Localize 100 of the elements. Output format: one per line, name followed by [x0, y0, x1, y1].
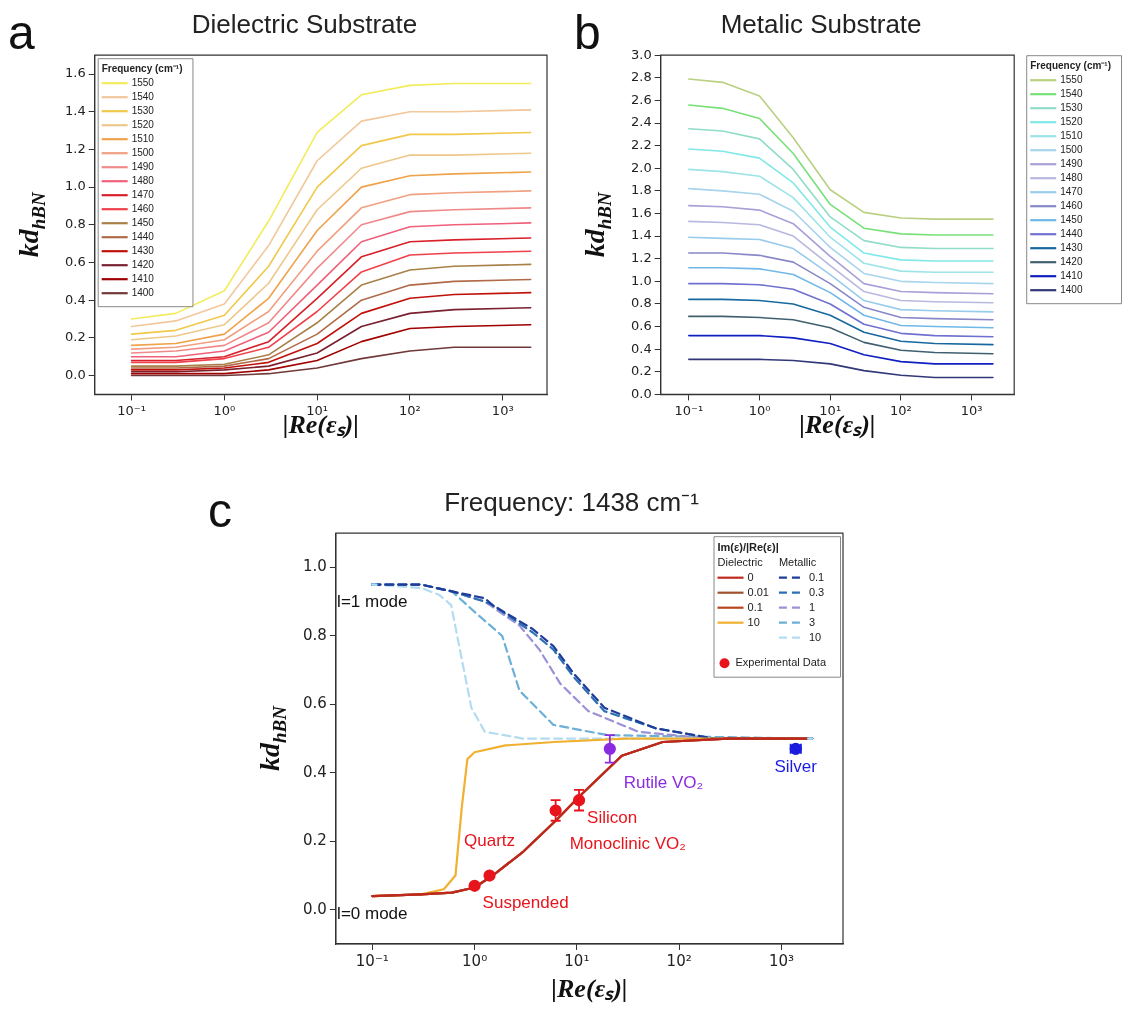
legend-label: 1490 [1060, 157, 1083, 169]
legend-label: 1 [808, 600, 816, 613]
legend-label: 1510 [1060, 129, 1083, 141]
legend-label: 1540 [131, 90, 155, 102]
x-tick-label: 10³ [768, 951, 794, 970]
y-tick-label: 1.6 [64, 65, 86, 81]
y-tick-label: 0.8 [303, 625, 327, 644]
legend-label: 1470 [1060, 185, 1083, 197]
legend-label: 1530 [1060, 101, 1083, 113]
legend-label: 0.3 [808, 585, 825, 598]
x-tick-label: 10⁰ [748, 402, 771, 418]
x-tick-label: 10³ [491, 402, 514, 418]
legend-label: 1440 [1060, 227, 1083, 239]
y-tick-label: 0.2 [64, 329, 86, 345]
y-tick-label: 3.0 [630, 46, 652, 62]
annotation: l=1 mode [337, 592, 408, 612]
annotation: Quartz [464, 831, 516, 851]
legend-title: Frequency (cm⁻¹) [1030, 59, 1111, 71]
annotation: Suspended [482, 893, 569, 913]
y-tick-label: 2.0 [630, 159, 652, 175]
legend-label: 1410 [1060, 269, 1083, 281]
legend-label: 1500 [1060, 143, 1083, 155]
y-tick-label: 0.0 [303, 899, 327, 918]
y-tick-label: 0.4 [303, 762, 327, 781]
x-tick-label: 10² [399, 402, 421, 418]
legend-label: 1430 [1060, 241, 1083, 253]
y-tick-label: 2.8 [630, 69, 652, 85]
legend-label: 1460 [131, 202, 155, 214]
y-tick-label: 1.2 [630, 250, 652, 266]
legend-label: 1460 [1060, 199, 1083, 211]
chart-title: Frequency: 1438 cm⁻¹ [444, 486, 700, 517]
x-tick-label: 10² [666, 951, 692, 970]
x-tick-label: 10⁻¹ [355, 951, 389, 970]
y-tick-label: 0.4 [630, 340, 652, 356]
chart-title: Dielectric Substrate [191, 8, 418, 39]
legend-label: 1400 [131, 286, 155, 298]
text: a [8, 6, 35, 60]
legend-label: 1550 [1060, 73, 1083, 85]
legend-label: 1550 [131, 76, 155, 88]
legend-label: Experimental Data [735, 656, 827, 669]
x-tick-label: 10³ [960, 402, 983, 418]
legend-label: 1420 [1060, 255, 1083, 267]
legend-label: 1530 [131, 104, 155, 116]
y-tick-label: 1.4 [630, 227, 652, 243]
annotation: Dielectric [717, 555, 764, 568]
y-tick-label: 1.0 [630, 272, 652, 288]
y-tick-label: 2.4 [630, 114, 652, 130]
legend-label: 10 [747, 615, 760, 628]
legend-label: 3 [808, 615, 816, 628]
legend-label: 0 [747, 570, 754, 583]
legend-label: 1410 [131, 272, 155, 284]
y-tick-label: 0.0 [64, 366, 86, 382]
legend-label: 1440 [131, 230, 155, 242]
y-tick-label: 0.2 [630, 363, 652, 379]
y-tick-label: 0.0 [630, 385, 652, 401]
x-tick-label: 10¹ [564, 951, 590, 970]
legend-label: 1470 [131, 188, 155, 200]
y-axis-title: kdhBN [578, 191, 615, 258]
legend-title: Frequency (cm⁻¹) [101, 62, 183, 74]
x-tick-label: 10² [890, 402, 912, 418]
y-tick-label: 0.6 [64, 253, 86, 269]
legend-label: 1480 [1060, 171, 1083, 183]
x-tick-label: 10⁻¹ [674, 402, 704, 418]
legend-title: Im(ε)/|Re(ε)| [717, 540, 779, 553]
annotation: Silver [774, 756, 818, 776]
y-tick-label: 1.4 [64, 103, 86, 119]
legend-label: 1520 [131, 118, 155, 130]
x-axis-title: |Re(εₛ)| [551, 973, 628, 1003]
y-tick-label: 0.4 [64, 291, 86, 307]
legend-label: 1480 [131, 174, 155, 186]
legend-label: 0.1 [747, 600, 763, 613]
y-tick-label: 1.6 [630, 204, 652, 220]
x-tick-label: 10⁰ [462, 951, 488, 970]
text: b [574, 6, 601, 60]
annotation: Metallic [778, 555, 817, 568]
y-axis-title: kdhBN [254, 704, 290, 772]
y-tick-label: 0.6 [303, 694, 327, 713]
legend-label: 0.1 [808, 570, 825, 583]
legend-label: 1500 [131, 146, 155, 158]
legend-label: 0.01 [747, 585, 769, 598]
annotation: Rutile VO₂ [623, 772, 704, 792]
y-tick-label: 1.8 [630, 182, 652, 198]
y-tick-label: 1.2 [64, 140, 86, 156]
legend-label: 1540 [1060, 87, 1083, 99]
legend-label: 1450 [1060, 213, 1083, 225]
y-tick-label: 0.2 [303, 831, 327, 850]
legend-label: 10 [808, 630, 822, 643]
legend-label: 1490 [131, 160, 155, 172]
annotation: Silicon [587, 807, 638, 827]
legend-label: 1400 [1060, 283, 1083, 295]
legend-label: 1450 [131, 216, 155, 228]
legend-label: 1520 [1060, 115, 1083, 127]
legend-label: 1430 [131, 244, 155, 256]
x-tick-label: 10⁰ [213, 402, 236, 418]
y-tick-label: 1.0 [303, 557, 327, 576]
y-tick-label: 1.0 [64, 178, 86, 194]
y-tick-label: 0.6 [630, 317, 652, 333]
legend-label: 1510 [131, 132, 155, 144]
y-tick-label: 2.2 [630, 137, 652, 153]
annotation: Monoclinic VO₂ [569, 834, 686, 854]
